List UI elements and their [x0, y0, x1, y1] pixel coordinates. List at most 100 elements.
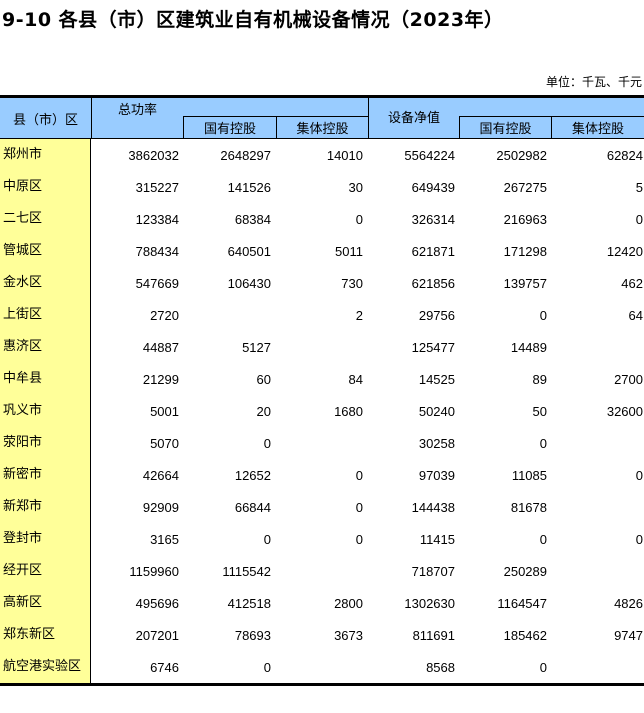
- page-title: 9-10 各县（市）区建筑业自有机械设备情况（2023年）: [2, 9, 504, 31]
- value-cell: 11085: [511, 467, 547, 483]
- value-cell: 0: [635, 211, 643, 227]
- value-cell: 5001: [150, 403, 179, 419]
- header-state-owned: 国有控股: [183, 116, 276, 138]
- value-cell: 462: [621, 275, 643, 291]
- value-cell: 1302630: [404, 595, 455, 611]
- value-cell: 30258: [418, 435, 455, 451]
- value-cell: 1680: [334, 403, 363, 419]
- value-cell: 495696: [135, 595, 179, 611]
- value-cell: 1159960: [129, 563, 179, 579]
- value-cell: 2502982: [496, 147, 547, 163]
- value-cell: 0: [263, 435, 271, 451]
- value-cell: 2720: [150, 307, 179, 323]
- value-cell: 92909: [142, 499, 179, 515]
- value-cell: 0: [355, 499, 363, 515]
- value-cell: 649439: [411, 179, 455, 195]
- region-name: 登封市: [0, 523, 91, 555]
- table-row: 二七区 123384 68384 0 326314 216963 0: [0, 203, 644, 235]
- table-row: 上街区 2720 2 29756 0 64: [0, 299, 644, 331]
- value-cell: 20: [256, 403, 271, 419]
- region-name: 巩义市: [0, 395, 91, 427]
- table-row: 巩义市 5001 20 1680 50240 50 32600: [0, 395, 644, 427]
- data-table: 县（市）区 总功率 国有控股 集体控股 设备净值 国有控股 集体控股 郑州市 38…: [0, 95, 644, 686]
- value-cell: 97039: [418, 467, 455, 483]
- table-row: 中原区 315227 141526 30 649439 267275 5: [0, 171, 644, 203]
- header-net-value: 设备净值: [368, 98, 459, 138]
- value-cell: 123384: [135, 211, 179, 227]
- value-cell: 811691: [412, 627, 455, 643]
- value-cell: 0: [539, 659, 547, 675]
- value-cell: 640501: [227, 243, 271, 259]
- table-row: 登封市 3165 0 0 11415 0 0: [0, 523, 644, 555]
- region-name: 郑东新区: [0, 619, 91, 651]
- value-cell: 3165: [150, 531, 179, 547]
- value-cell: 81678: [510, 499, 547, 515]
- value-cell: 78693: [234, 627, 271, 643]
- value-cell: 5: [635, 179, 643, 195]
- value-cell: 9747: [614, 627, 643, 643]
- value-cell: 0: [539, 435, 547, 451]
- value-cell: 326314: [411, 211, 455, 227]
- value-cell: 5564224: [404, 147, 455, 163]
- value-cell: 64: [628, 307, 643, 323]
- value-cell: 139757: [503, 275, 547, 291]
- value-cell: 718707: [411, 563, 455, 579]
- value-cell: 5127: [242, 339, 271, 355]
- value-cell: 207201: [135, 627, 179, 643]
- table-body: 郑州市 3862032 2648297 14010 5564224 2502982 6282…: [0, 139, 644, 683]
- value-cell: 3862032: [128, 147, 179, 163]
- value-cell: 0: [355, 211, 363, 227]
- value-cell: 125477: [411, 339, 455, 355]
- value-cell: 14525: [418, 371, 455, 387]
- region-name: 中牟县: [0, 363, 91, 395]
- value-cell: 0: [635, 467, 643, 483]
- table-row: 郑东新区 207201 78693 3673 811691 185462 9747: [0, 619, 644, 651]
- value-cell: 0: [355, 467, 363, 483]
- value-cell: 29756: [418, 307, 455, 323]
- value-cell: 11415: [419, 531, 455, 547]
- value-cell: 44887: [142, 339, 179, 355]
- value-cell: 0: [539, 531, 547, 547]
- value-cell: 185462: [503, 627, 547, 643]
- table-row: 荥阳市 5070 0 30258 0: [0, 427, 644, 459]
- region-name: 新密市: [0, 459, 91, 491]
- value-cell: 216963: [503, 211, 547, 227]
- table-row: 惠济区 44887 5127 125477 14489: [0, 331, 644, 363]
- unit-label: 单位：千瓦、千元: [545, 75, 642, 89]
- value-cell: 0: [263, 531, 271, 547]
- value-cell: 621856: [411, 275, 455, 291]
- value-cell: 30: [348, 179, 363, 195]
- value-cell: 0: [539, 307, 547, 323]
- value-cell: 106430: [227, 275, 271, 291]
- value-cell: 32600: [606, 403, 643, 419]
- table-row: 新密市 42664 12652 0 97039 11085 0: [0, 459, 644, 491]
- value-cell: 315227: [135, 179, 179, 195]
- value-cell: 171298: [503, 243, 547, 259]
- region-name: 惠济区: [0, 331, 91, 363]
- value-cell: 4826: [614, 595, 643, 611]
- value-cell: 2700: [614, 371, 643, 387]
- value-cell: 0: [263, 659, 271, 675]
- region-name: 经开区: [0, 555, 91, 587]
- header-total-power: 总功率: [117, 102, 157, 118]
- header-collective-2: 集体控股: [551, 116, 644, 138]
- value-cell: 12652: [234, 467, 271, 483]
- table-row: 高新区 495696 412518 2800 1302630 1164547 4826: [0, 587, 644, 619]
- value-cell: 84: [348, 371, 363, 387]
- value-cell: 62824: [606, 147, 643, 163]
- value-cell: 12420: [606, 243, 643, 259]
- value-cell: 547669: [135, 275, 179, 291]
- region-name: 郑州市: [0, 139, 91, 171]
- table-row: 中牟县 21299 60 84 14525 89 2700: [0, 363, 644, 395]
- value-cell: 5070: [150, 435, 179, 451]
- value-cell: 60: [256, 371, 271, 387]
- table-row: 郑州市 3862032 2648297 14010 5564224 2502982 6282…: [0, 139, 644, 171]
- header-region: 县（市）区: [0, 98, 92, 138]
- value-cell: 89: [532, 371, 547, 387]
- value-cell: 6746: [150, 659, 179, 675]
- value-cell: 66844: [234, 499, 271, 515]
- value-cell: 2648297: [220, 147, 271, 163]
- region-name: 二七区: [0, 203, 91, 235]
- value-cell: 2: [355, 307, 363, 323]
- region-name: 上街区: [0, 299, 91, 331]
